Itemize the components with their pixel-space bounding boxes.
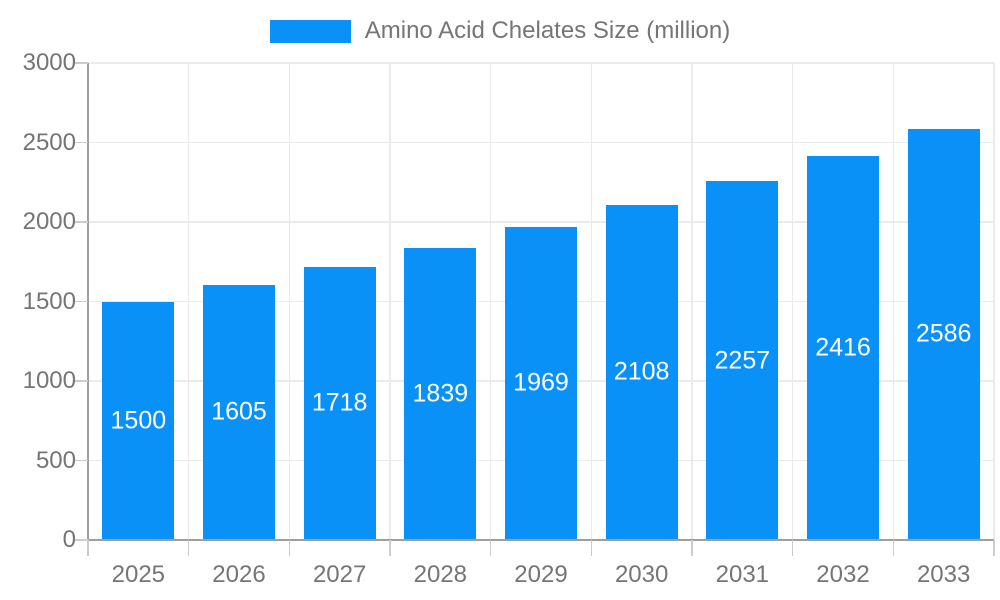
x-axis-tick (590, 540, 593, 556)
bar-value-label: 1839 (412, 379, 469, 408)
bar (303, 266, 376, 540)
x-axis-tick (288, 540, 291, 556)
bar-value-label: 2257 (714, 346, 771, 375)
x-axis-tick (489, 540, 492, 556)
legend-swatch (269, 19, 351, 43)
gridline-vertical (590, 63, 593, 540)
y-axis-tick (75, 539, 88, 541)
gridline-vertical (187, 63, 190, 540)
y-axis-tick (75, 459, 88, 462)
gridline-vertical (892, 63, 895, 540)
y-tick-label: 0 (62, 526, 76, 553)
legend-label: Amino Acid Chelates Size (million) (364, 17, 731, 44)
x-tick-label: 2029 (514, 561, 568, 588)
x-axis-tick (993, 540, 995, 556)
x-tick-label: 2028 (413, 561, 468, 588)
y-tick-label: 1500 (22, 287, 76, 315)
bar-value-label: 1969 (513, 368, 569, 397)
y-tick-label: 2500 (22, 128, 76, 156)
y-tick-label: 500 (35, 446, 76, 474)
plot-area: 1500 1605 1718 1839 1969 2108 2257 2416 2586 (88, 62, 995, 540)
y-axis-tick (75, 221, 88, 223)
gridline-vertical (993, 63, 995, 540)
bar-value-label: 1718 (311, 388, 368, 417)
y-axis-tick (75, 141, 88, 144)
bar (807, 155, 879, 540)
x-tick-label: 2030 (614, 561, 669, 588)
gridline-vertical (288, 63, 291, 540)
x-axis-tick (691, 540, 693, 556)
legend: Amino Acid Chelates Size (million) (0, 17, 1000, 45)
y-tick-label: 2000 (22, 208, 76, 235)
gridline-horizontal (88, 62, 994, 64)
x-tick-label: 2027 (312, 561, 367, 588)
x-tick-label: 2025 (111, 561, 166, 588)
x-tick-label: 2033 (916, 561, 971, 588)
gridline-horizontal (88, 221, 994, 223)
y-tick-label: 3000 (22, 49, 76, 76)
bar (706, 181, 779, 540)
x-tick-label: 2031 (715, 561, 770, 588)
y-tick-label: 1000 (22, 367, 76, 394)
bar-value-label: 1605 (211, 397, 267, 426)
x-axis-tick (791, 540, 794, 556)
bar (605, 204, 678, 540)
x-axis-tick (87, 540, 89, 556)
bar-value-label: 2108 (613, 357, 670, 386)
gridline-vertical (691, 63, 693, 540)
bar (404, 247, 477, 540)
x-axis-line (88, 539, 994, 541)
bar-value-label: 1500 (110, 406, 167, 435)
gridline-vertical (389, 63, 391, 540)
gridline-vertical (489, 63, 492, 540)
x-axis-tick (187, 540, 190, 556)
bar (102, 301, 175, 540)
bar (505, 226, 577, 540)
bar-value-label: 2416 (815, 333, 871, 362)
x-tick-label: 2026 (212, 561, 266, 588)
gridline-horizontal (88, 141, 994, 144)
bar (907, 128, 980, 540)
y-axis-tick (75, 380, 88, 382)
y-axis-line (87, 63, 89, 540)
y-axis-tick (75, 300, 88, 303)
gridline-vertical (791, 63, 794, 540)
x-axis-tick (892, 540, 895, 556)
bar (203, 284, 275, 540)
x-tick-label: 2032 (816, 561, 870, 588)
bar-value-label: 2586 (915, 319, 972, 348)
x-axis-tick (389, 540, 391, 556)
y-axis-tick (75, 62, 88, 64)
